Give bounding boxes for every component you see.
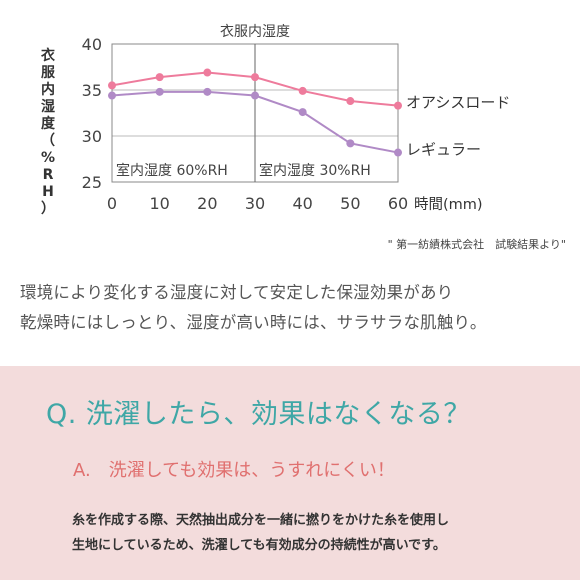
x-tick-label: 60 [388, 194, 408, 213]
chart-title: 衣服内湿度 [220, 24, 290, 40]
qa-section: Q. 洗濯したら、効果はなくなる？ A. 洗濯しても効果は、うすれにくい！ 糸を… [0, 366, 580, 580]
answer-text: 糸を作成する際、天然抽出成分を一緒に撚りをかけた糸を使用し 生地にしているため、… [72, 508, 562, 558]
y-axis-label-char: 内 [41, 81, 55, 98]
y-axis-label-char: 衣 [41, 47, 56, 64]
data-point [251, 91, 259, 100]
x-tick-labels: 0 10 20 30 40 50 60 [107, 194, 408, 213]
description: 環境により変化する湿度に対して安定した保湿効果があり 乾燥時にはしっとり、湿度が… [20, 278, 570, 338]
period-annotations: 室内湿度 60%RH 室内湿度 30%RH [116, 162, 371, 179]
y-axis-label-char: % [41, 150, 55, 166]
answer-line-2: 生地にしているため、洗濯しても有効成分の持続性が高いです。 [72, 538, 446, 553]
data-point [108, 91, 116, 100]
answer-heading: A. 洗濯しても効果は、うすれにくい！ [73, 460, 395, 481]
period-annotation: 室内湿度 60%RH [116, 162, 228, 179]
x-tick-label: 20 [197, 194, 217, 213]
data-point [155, 73, 164, 82]
y-axis-label-char: 服 [41, 65, 56, 81]
y-tick-label: 40 [82, 35, 102, 54]
y-tick-label: 25 [82, 173, 102, 192]
y-axis-label: 衣服内湿度（%RH） [41, 47, 56, 217]
data-point [346, 139, 355, 148]
data-point [108, 81, 116, 90]
y-axis-label-char: R [43, 167, 54, 183]
series-label: レギュラー [406, 141, 481, 159]
y-axis-label-char: ） [41, 201, 55, 217]
y-axis-label-char: H [42, 184, 54, 200]
data-point [346, 97, 355, 106]
source-note: " 第一紡績株式会社 試験結果より" [387, 238, 566, 251]
description-line-1: 環境により変化する湿度に対して安定した保湿効果があり [20, 283, 454, 302]
data-point [155, 87, 164, 96]
data-point [394, 148, 402, 157]
y-tick-label: 35 [82, 81, 102, 100]
x-axis-label: 時間(mm) [414, 196, 483, 213]
data-point [203, 87, 212, 96]
x-tick-label: 10 [149, 194, 169, 213]
data-point [298, 86, 307, 95]
x-tick-label: 40 [292, 194, 312, 213]
data-point [251, 73, 259, 82]
y-tick-labels: 25 30 35 40 [82, 35, 102, 192]
series-label: オアシスロード [406, 94, 510, 112]
data-point [298, 108, 307, 117]
x-tick-label: 0 [107, 194, 117, 213]
y-axis-label-char: （ [41, 133, 55, 149]
period-annotation: 室内湿度 30%RH [259, 162, 371, 179]
y-tick-label: 30 [82, 127, 102, 146]
data-point [203, 68, 212, 77]
series-layer [108, 68, 402, 157]
x-tick-label: 50 [340, 194, 360, 213]
answer-line-1: 糸を作成する際、天然抽出成分を一緒に撚りをかけた糸を使用し [72, 513, 450, 528]
description-line-2: 乾燥時にはしっとり、湿度が高い時には、サラサラな肌触り。 [20, 313, 487, 332]
question-heading: Q. 洗濯したら、効果はなくなる？ [46, 399, 471, 430]
x-tick-label: 30 [245, 194, 265, 213]
y-axis-label-char: 湿 [41, 99, 55, 115]
y-axis-label-char: 度 [41, 115, 56, 132]
data-point [394, 101, 402, 110]
